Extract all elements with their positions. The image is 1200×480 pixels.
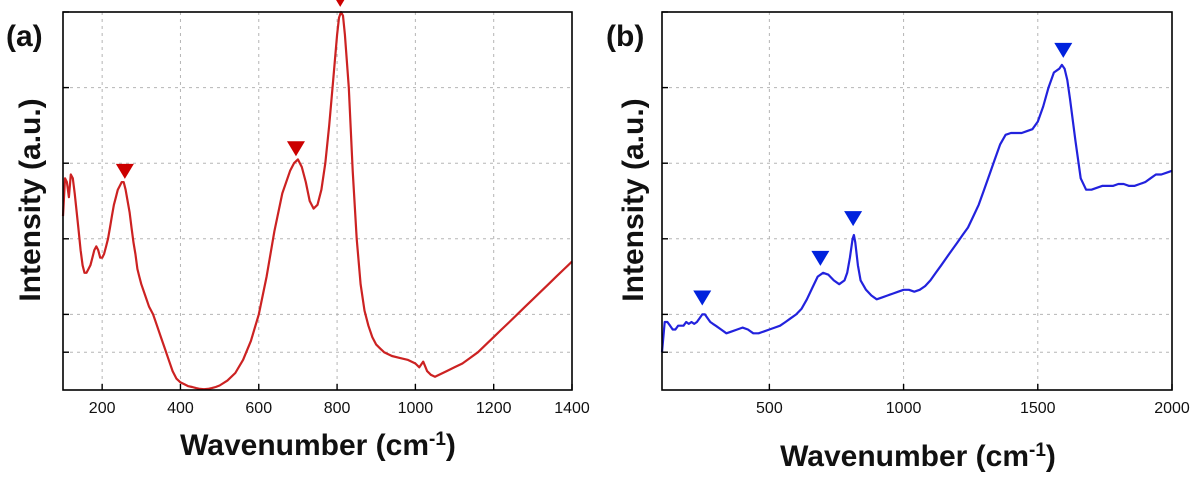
x-tick-label-a-2: 600 xyxy=(245,400,272,417)
peak-marker-b-2 xyxy=(844,211,863,227)
x-tick-label-b-0: 500 xyxy=(756,400,783,417)
x-tick-label-a-1: 400 xyxy=(167,400,194,417)
x-axis-title-sup-a: -1 xyxy=(429,429,446,450)
x-tick-labels-b: 500 1000 1500 2000 xyxy=(756,400,1190,417)
panel-label-b: (b) xyxy=(606,20,644,53)
x-axis-title-close-a: ) xyxy=(446,429,456,462)
x-axis-title-text-a: Wavenumber (cm xyxy=(180,429,429,462)
x-tick-label-a-4: 1000 xyxy=(398,400,434,417)
x-tick-label-a-5: 1200 xyxy=(476,400,512,417)
peak-marker-a-1 xyxy=(286,141,305,157)
x-tick-label-b-1: 1000 xyxy=(886,400,922,417)
grid-a xyxy=(63,12,572,390)
series-line-a xyxy=(61,10,573,391)
plot-frame-a xyxy=(62,11,573,391)
peak-marker-b-1 xyxy=(811,250,830,266)
x-tick-label-b-3: 2000 xyxy=(1154,400,1190,417)
peak-marker-a-2 xyxy=(336,0,345,7)
peak-marker-b-3 xyxy=(1054,42,1073,58)
ticks-b xyxy=(662,11,1173,390)
x-axis-title-b: Wavenumber (cm-1) xyxy=(780,440,1056,474)
x-axis-title-text-b: Wavenumber (cm xyxy=(780,440,1029,473)
x-tick-label-a-0: 200 xyxy=(89,400,116,417)
peak-marker-a-0 xyxy=(115,163,134,179)
ticks-a xyxy=(63,11,573,390)
x-tick-label-a-3: 800 xyxy=(324,400,351,417)
series-line-b xyxy=(660,63,1173,353)
x-axis-title-sup-b: -1 xyxy=(1029,440,1046,461)
peak-markers-b xyxy=(693,42,1073,306)
x-tick-labels-a: 200 400 600 800 1000 1200 1400 xyxy=(89,400,590,417)
peak-marker-b-0 xyxy=(693,290,712,306)
x-axis-title-close-b: ) xyxy=(1046,440,1056,473)
x-tick-label-a-6: 1400 xyxy=(554,400,590,417)
peak-markers-a xyxy=(115,0,345,179)
y-axis-title-a: Intensity (a.u.) xyxy=(14,98,47,301)
x-tick-label-b-2: 1500 xyxy=(1020,400,1056,417)
panel-label-a: (a) xyxy=(6,20,43,53)
chart-panel-b: (b) 500 1000 1500 2000 Wavenumber (cm-1) In… xyxy=(606,11,1190,474)
chart-panel-a: (a) 200 400 600 800 1000 1200 1400 Wavenumber … xyxy=(6,0,590,462)
grid-b xyxy=(662,12,1172,390)
plot-frame-b xyxy=(661,11,1173,391)
y-axis-title-b: Intensity (a.u.) xyxy=(617,98,650,301)
x-axis-title-a: Wavenumber (cm-1) xyxy=(180,429,456,463)
